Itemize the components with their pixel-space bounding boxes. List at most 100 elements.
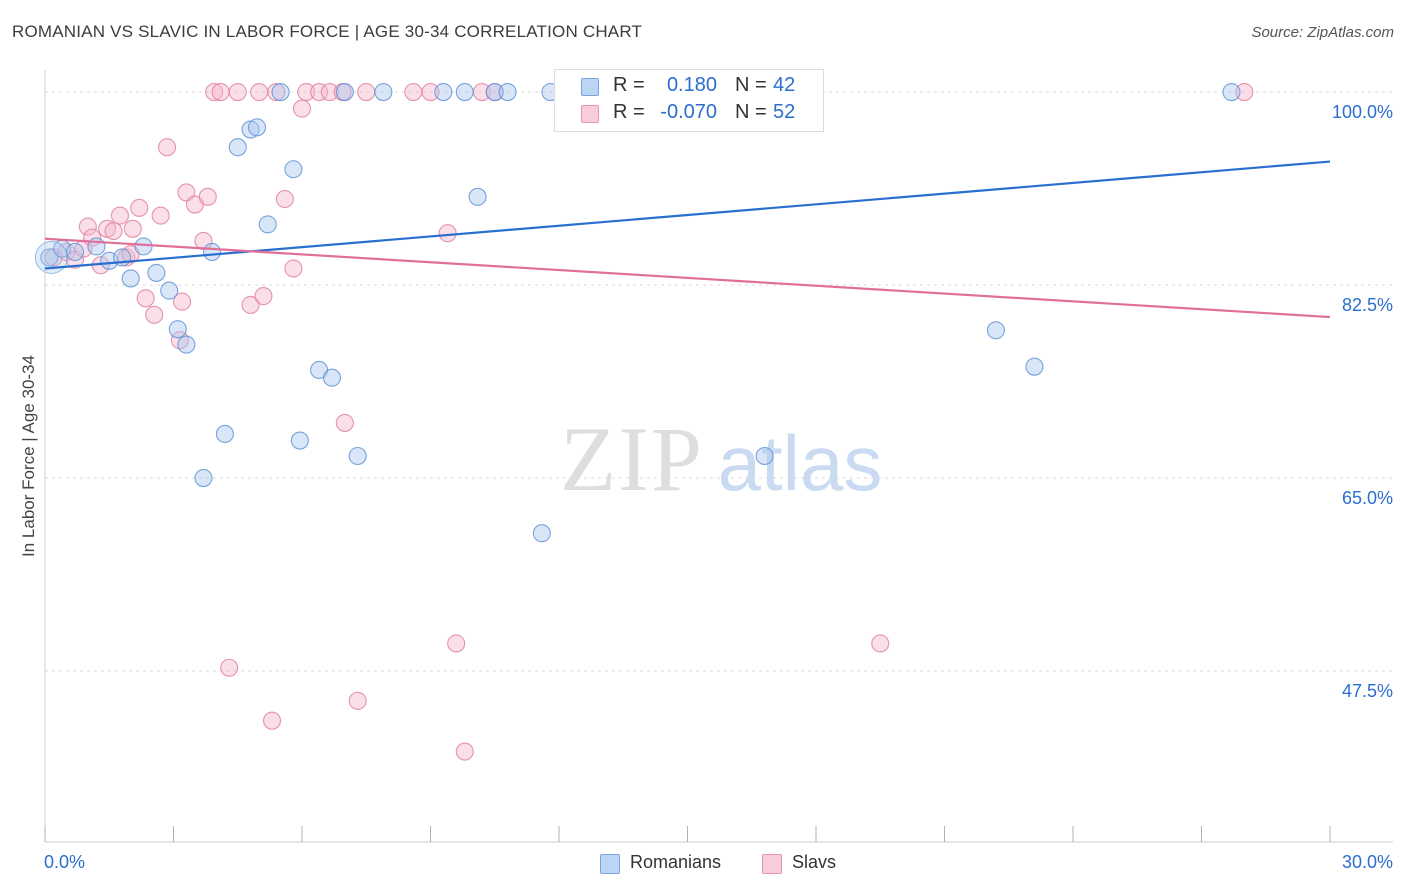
y-tick-label: 100.0% <box>1332 102 1393 122</box>
labels-layer: 47.5% 65.0% 82.5% 100.0% 0.0% 30.0% In Labor F… <box>19 102 1393 872</box>
x-tick-label: 30.0% <box>1342 852 1393 872</box>
romanians-point <box>65 242 85 262</box>
y-tick-label: 47.5% <box>1342 681 1393 701</box>
slavs-point <box>404 83 423 102</box>
slavs-point <box>123 219 142 238</box>
grid-layer <box>45 91 1393 672</box>
romanians-point <box>468 187 487 206</box>
romanians-point <box>271 83 290 102</box>
watermark: ZIP atlas <box>560 408 882 510</box>
slavs-point <box>228 83 247 102</box>
watermark-atlas: atlas <box>718 419 883 507</box>
slavs-point <box>438 224 457 243</box>
slavs-point <box>297 83 316 102</box>
legend-r-label: R = <box>613 101 645 123</box>
romanians-point <box>532 524 551 543</box>
slavs-point <box>145 305 164 324</box>
trend-layer <box>44 160 1331 319</box>
x-tick-label: 0.0% <box>44 852 85 872</box>
romanians-point <box>374 83 393 102</box>
slavs-point <box>78 217 97 236</box>
romanians-point-cluster <box>34 240 68 274</box>
slavs-point <box>130 198 149 217</box>
y-axis-label: In Labor Force | Age 30-34 <box>19 355 38 557</box>
slavs-point <box>348 691 367 710</box>
legend-n-value: 42 <box>773 74 796 96</box>
romanians-point <box>247 118 267 137</box>
slavs-point <box>262 711 282 730</box>
slavs-point <box>447 634 466 653</box>
romanians-point <box>1025 357 1044 376</box>
romanians-point <box>455 83 474 102</box>
legend-n-label: N = <box>735 101 767 123</box>
slavs-point <box>421 83 440 102</box>
romanians-point <box>160 281 179 300</box>
slavs-point <box>292 99 312 118</box>
slavs-point <box>275 189 294 209</box>
slavs-point <box>254 287 273 306</box>
slavs-point <box>320 83 339 102</box>
watermark-zip: ZIP <box>560 408 704 510</box>
slavs-point <box>110 206 130 225</box>
romanians-point <box>498 83 517 102</box>
source-label: Source: ZipAtlas.com <box>1251 24 1394 41</box>
romanians-point <box>40 248 59 267</box>
slavs-point <box>284 259 303 278</box>
romanians-point <box>348 446 367 466</box>
romanians-point <box>485 83 504 102</box>
slavs-point <box>220 658 239 677</box>
legend-swatch-slavs <box>581 105 599 123</box>
slavs-point <box>211 83 230 102</box>
romanians-point <box>755 446 774 466</box>
romanians-point <box>258 215 277 234</box>
romanians-point <box>215 424 234 443</box>
romanians-point <box>177 335 196 354</box>
slavs-point <box>173 292 192 311</box>
romanians-point <box>147 263 166 282</box>
legend-r-value: -0.070 <box>660 101 717 123</box>
legend-r-label: R = <box>613 74 645 96</box>
romanians-point <box>1222 83 1241 102</box>
romanians-point <box>203 242 222 262</box>
slavs-point <box>198 187 217 206</box>
slavs-point <box>1235 83 1254 102</box>
romanians-point <box>290 431 309 450</box>
slavs-point <box>871 634 890 653</box>
romanians-point <box>228 138 247 157</box>
romanians-point <box>194 469 213 488</box>
chart-title: ROMANIAN VS SLAVIC IN LABOR FORCE | AGE … <box>12 22 643 41</box>
axis-layer <box>44 70 1393 843</box>
legend-n-label: N = <box>735 74 767 96</box>
slavs-point <box>151 206 170 225</box>
romanians-trend-line <box>44 160 1331 270</box>
slavs-point <box>136 289 155 308</box>
y-tick-label: 65.0% <box>1342 488 1393 508</box>
romanians-point <box>322 368 342 387</box>
slavs-point <box>250 83 269 102</box>
slavs-point <box>357 83 376 102</box>
romanians-point <box>284 160 303 179</box>
stats-legend: R = 0.180 N = 42 R = -0.070 N = 52 <box>554 69 824 132</box>
bottom-legend-swatch-romanians <box>600 854 620 874</box>
bottom-legend-label-romanians: Romanians <box>630 852 722 872</box>
slavs-point <box>241 295 260 314</box>
slavs-point <box>267 83 286 102</box>
slavs-point <box>104 221 123 241</box>
y-tick-label: 82.5% <box>1342 295 1393 315</box>
slavs-trend-line <box>44 237 1331 319</box>
bottom-legend-label-slavs: Slavs <box>792 852 837 872</box>
slavs-point <box>455 742 474 761</box>
slavs-point <box>310 83 329 102</box>
romanians-point <box>434 83 453 102</box>
romanians-point <box>121 269 140 288</box>
legend-r-value: 0.180 <box>666 74 717 96</box>
bottom-legend-swatch-slavs <box>762 854 782 874</box>
legend-swatch-romanians <box>581 78 599 96</box>
romanians-point <box>168 320 187 339</box>
slavs-point <box>205 83 224 102</box>
slavs-point <box>158 138 177 157</box>
romanians-point <box>335 83 354 102</box>
legend-n-value: 52 <box>773 101 796 123</box>
romanians-point <box>986 321 1005 340</box>
